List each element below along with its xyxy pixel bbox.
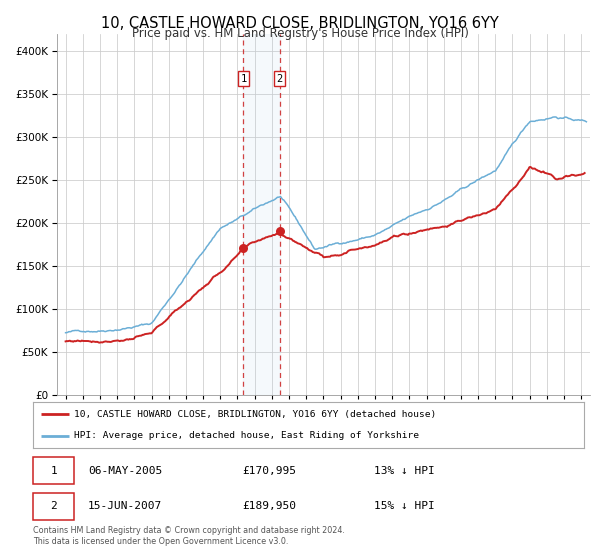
- Text: HPI: Average price, detached house, East Riding of Yorkshire: HPI: Average price, detached house, East…: [74, 431, 419, 440]
- Text: 15-JUN-2007: 15-JUN-2007: [88, 501, 163, 511]
- Bar: [244, 34, 280, 395]
- Text: 13% ↓ HPI: 13% ↓ HPI: [374, 466, 435, 476]
- Text: 1: 1: [50, 466, 57, 476]
- FancyBboxPatch shape: [33, 493, 74, 520]
- Text: £189,950: £189,950: [242, 501, 296, 511]
- Text: 2: 2: [50, 501, 57, 511]
- Text: 10, CASTLE HOWARD CLOSE, BRIDLINGTON, YO16 6YY (detached house): 10, CASTLE HOWARD CLOSE, BRIDLINGTON, YO…: [74, 410, 437, 419]
- Text: 15% ↓ HPI: 15% ↓ HPI: [374, 501, 435, 511]
- Text: Price paid vs. HM Land Registry's House Price Index (HPI): Price paid vs. HM Land Registry's House …: [131, 27, 469, 40]
- FancyBboxPatch shape: [33, 458, 74, 484]
- Text: Contains HM Land Registry data © Crown copyright and database right 2024.
This d: Contains HM Land Registry data © Crown c…: [33, 526, 345, 546]
- Text: 10, CASTLE HOWARD CLOSE, BRIDLINGTON, YO16 6YY: 10, CASTLE HOWARD CLOSE, BRIDLINGTON, YO…: [101, 16, 499, 31]
- Text: 06-MAY-2005: 06-MAY-2005: [88, 466, 163, 476]
- Text: £170,995: £170,995: [242, 466, 296, 476]
- Text: 1: 1: [241, 74, 247, 84]
- Text: 2: 2: [277, 74, 283, 84]
